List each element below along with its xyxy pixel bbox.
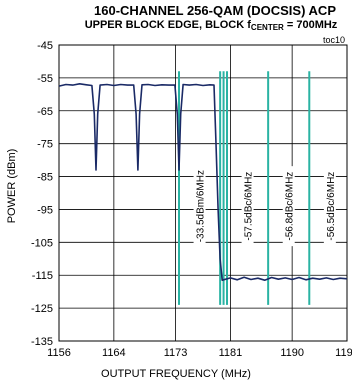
annotation-background	[282, 166, 295, 247]
annotation-background	[241, 166, 254, 247]
y-tick-label: -95	[37, 204, 53, 216]
annotation-background	[323, 166, 336, 247]
annotation-background	[193, 166, 206, 247]
y-axis-label: POWER (dBm)	[6, 148, 18, 224]
x-tick-label: 1164	[102, 347, 126, 359]
x-tick-label: 1156	[47, 347, 71, 359]
y-tick-label: -115	[32, 270, 53, 282]
x-tick-label: 1190	[280, 347, 304, 359]
x-tick-label: 1198	[335, 347, 352, 359]
channel-power-annotation: -56.8dBc/6MHz	[285, 172, 296, 241]
y-tick-label: -45	[37, 40, 53, 52]
plot-frame	[58, 44, 348, 342]
y-tick-label: -135	[31, 336, 53, 348]
y-tick-label: -55	[37, 73, 53, 85]
x-tick-label: 1173	[164, 347, 188, 359]
channel-power-annotation: -57.5dBc/6MHz	[244, 172, 255, 241]
figure-code: toc10	[323, 35, 345, 45]
y-tick-label: -105	[31, 237, 53, 249]
y-tick-label: -85	[37, 172, 53, 184]
y-tick-label: -65	[37, 106, 53, 118]
y-tick-label: -125	[31, 303, 53, 315]
chart-subtitle: UPPER BLOCK EDGE, BLOCK fCENTER = 700MHz	[70, 19, 352, 32]
subtitle-end: = 700MHz	[283, 19, 338, 31]
subtitle-main: UPPER BLOCK EDGE, BLOCK f	[84, 19, 251, 31]
chart-title: 160-CHANNEL 256-QAM (DOCSIS) ACP	[94, 3, 336, 18]
x-tick-label: 1181	[219, 347, 243, 359]
channel-power-annotation: -33.5dBm/6MHz	[196, 170, 207, 242]
subtitle-subscript: CENTER	[250, 23, 284, 32]
x-axis-label: OUTPUT FREQUENCY (MHz)	[101, 368, 251, 380]
y-tick-label: -75	[37, 139, 53, 151]
spectrum-trace	[58, 83, 348, 282]
channel-power-annotation: -56.5dBc/6MHz	[326, 172, 337, 241]
